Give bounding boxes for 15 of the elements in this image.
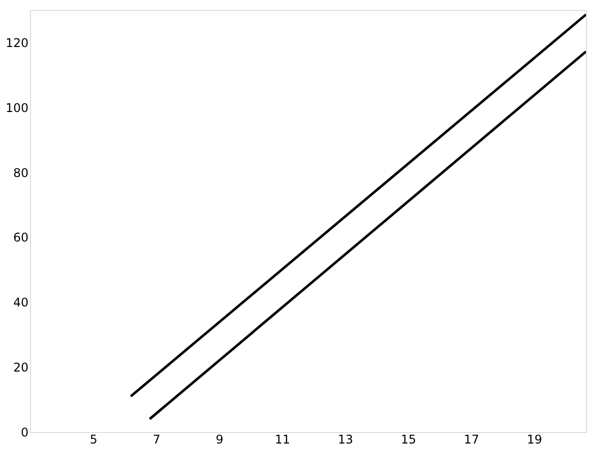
y-tick-label: 60	[13, 230, 28, 245]
x-tick-label: 9	[216, 432, 224, 446]
x-tick-label: 15	[400, 432, 416, 446]
y-tick-label: 80	[13, 166, 28, 180]
x-tick-label: 13	[338, 432, 354, 446]
y-tick-label: 20	[13, 360, 28, 375]
x-tick-label: 11	[274, 432, 290, 446]
y-tick-label: 100	[6, 100, 28, 115]
x-tick-label: 7	[152, 432, 160, 446]
y-tick-label: 40	[13, 296, 28, 310]
x-tick-label: 17	[464, 432, 480, 446]
x-tick-label: 5	[90, 432, 98, 446]
x-tick-label: 19	[526, 432, 542, 446]
y-tick-label: 0	[20, 426, 28, 440]
y-tick-label: 120	[6, 36, 28, 50]
